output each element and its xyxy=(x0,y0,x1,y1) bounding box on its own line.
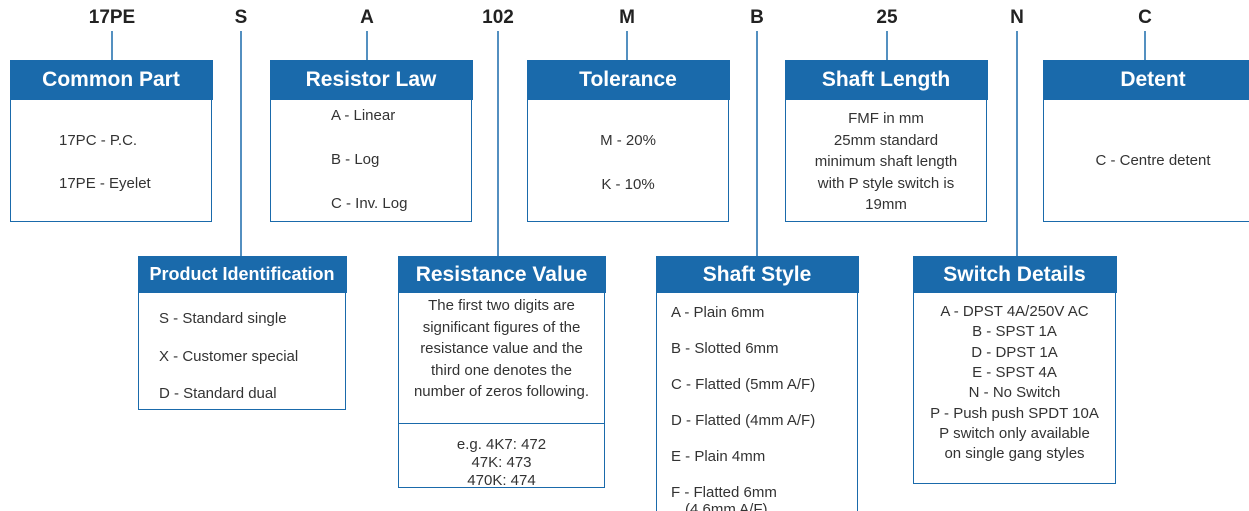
box-line: third one denotes the xyxy=(431,361,572,379)
box-title: Shaft Length xyxy=(784,59,988,100)
box-line: A - DPST 4A/250V AC xyxy=(940,303,1089,320)
info-box: Shaft Length FMF in mm 25mm standard minimu… xyxy=(784,59,988,222)
box-line: F - Flatted 6mm xyxy=(671,484,777,501)
box-line: P - Push push SPDT 10A xyxy=(930,404,1099,422)
box-title: Switch Details xyxy=(912,255,1117,293)
box-line: 17PC - P.C. xyxy=(59,132,138,149)
box-line: B - Slotted 6mm xyxy=(671,340,779,357)
box-line: on single gang styles xyxy=(944,445,1085,463)
box-title: Shaft Style xyxy=(655,255,859,293)
info-box: Tolerance M - 20% K - 10% xyxy=(526,59,730,222)
box-title: Detent xyxy=(1042,59,1249,100)
box-title: Tolerance xyxy=(526,59,730,100)
box-line: with P style switch is xyxy=(817,174,955,192)
box-line: significant figures of the xyxy=(422,318,581,336)
box-line: 17PE - Eyelet xyxy=(59,175,151,192)
box-line: minimum shaft length xyxy=(814,153,958,170)
box-title: Product Identification xyxy=(137,255,347,293)
box-line: B - SPST 1A xyxy=(972,323,1057,341)
box-line: C - Flatted (5mm A/F) xyxy=(671,376,816,393)
code-label: N xyxy=(1010,7,1024,28)
box-line: N - No Switch xyxy=(968,384,1061,402)
box-line: 470K: 474 xyxy=(467,472,536,489)
box-line: P switch only available xyxy=(939,424,1090,442)
box-line: C - Centre detent xyxy=(1095,152,1211,169)
box-line: FMF in mm xyxy=(848,110,924,127)
box-line: C - Inv. Log xyxy=(331,195,408,212)
box-line: E - Plain 4mm xyxy=(671,448,766,465)
info-box: Product Identification S - Standard singl… xyxy=(137,255,347,410)
box-line: D - Flatted (4mm A/F) xyxy=(671,412,816,429)
info-box: Resistance Value The first two digits are… xyxy=(397,255,606,489)
code-label: 17PE xyxy=(88,7,136,28)
box-line: resistance value and the xyxy=(420,340,583,357)
code-label: M xyxy=(619,7,635,28)
code-label: A xyxy=(360,7,374,28)
box-title: Resistance Value xyxy=(397,255,606,293)
box-line: D - DPST 1A xyxy=(971,343,1058,361)
info-box: Shaft Style A - Plain 6mm B - Slotted 6mm C… xyxy=(655,255,859,511)
box-line: 19mm xyxy=(865,196,907,213)
code-label: 102 xyxy=(482,7,514,28)
box-title: Common Part xyxy=(9,59,213,100)
box-line: (4.6mm A/F) xyxy=(685,501,768,511)
box-line: A - Linear xyxy=(331,107,396,124)
box-line: B - Log xyxy=(331,151,380,168)
box-line: 25mm standard xyxy=(833,131,939,149)
code-label: C xyxy=(1138,7,1152,28)
box-title: Resistor Law xyxy=(269,59,473,100)
info-box: Detent C - Centre detent xyxy=(1042,59,1249,222)
box-line: A - Plain 6mm xyxy=(671,304,765,321)
info-box: Common Part 17PC - P.C. 17PE - Eyelet xyxy=(9,59,213,222)
info-box: Switch Details A - DPST 4A/250V AC B - SPS… xyxy=(912,255,1117,484)
box-line: e.g. 4K7: 472 xyxy=(456,436,547,453)
divider xyxy=(399,423,604,424)
code-label: 25 xyxy=(876,7,898,28)
box-line: S - Standard single xyxy=(159,310,287,327)
box-line: number of zeros following. xyxy=(413,383,590,400)
box-line: E - SPST 4A xyxy=(972,363,1057,381)
info-box: Resistor Law A - Linear B - Log C - Inv. Lo… xyxy=(269,59,473,222)
box-line: X - Customer special xyxy=(159,347,299,365)
box-line: The first two digits are xyxy=(428,297,575,314)
box-line: D - Standard dual xyxy=(159,385,277,402)
code-label: S xyxy=(234,7,248,28)
code-label: B xyxy=(750,7,764,28)
box-line: M - 20% xyxy=(600,132,656,149)
box-line: 47K: 473 xyxy=(471,454,532,471)
box-line: K - 10% xyxy=(601,176,655,193)
